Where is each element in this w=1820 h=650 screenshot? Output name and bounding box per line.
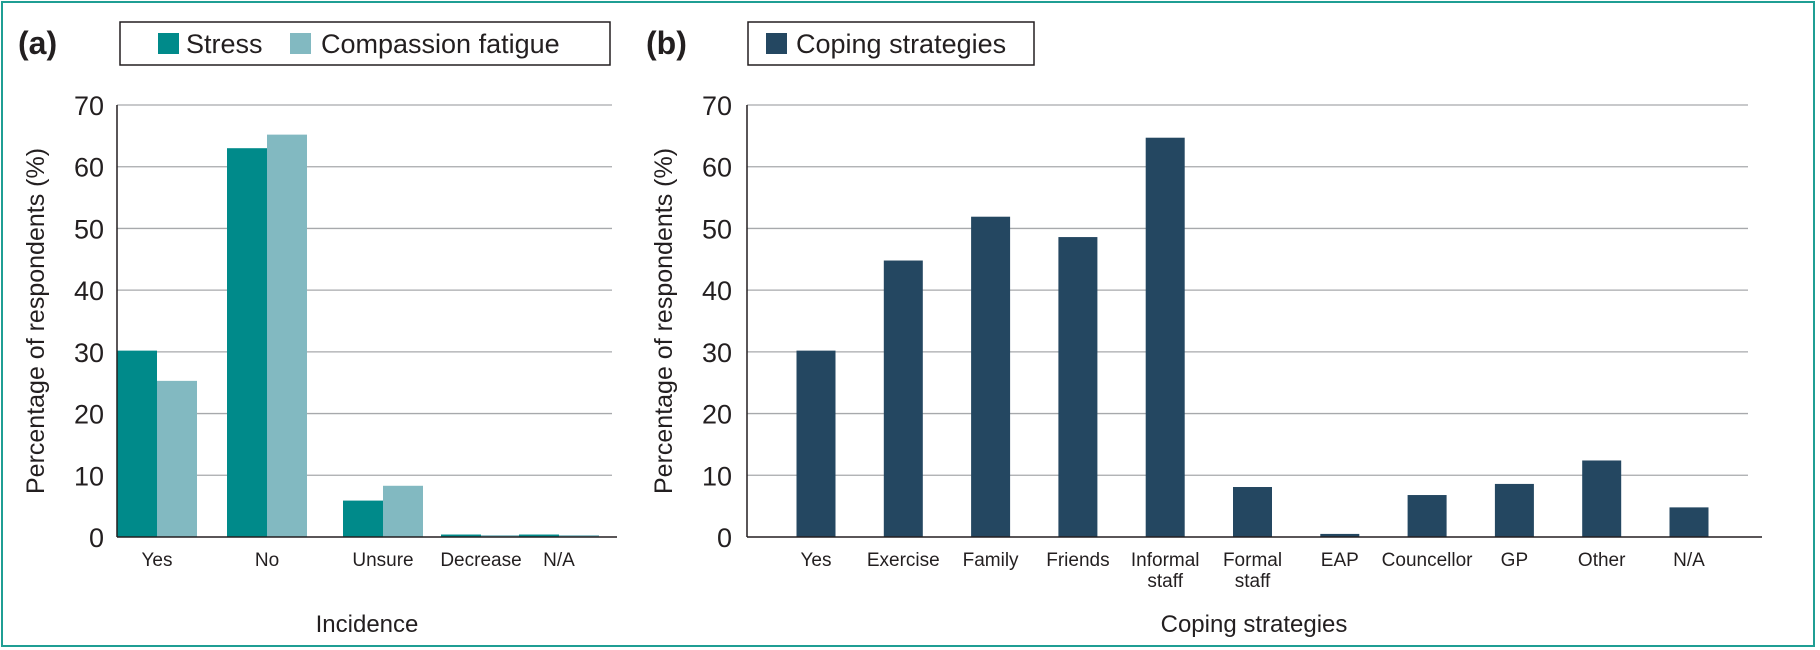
bar-yes [796, 350, 836, 537]
bar-eap [1320, 533, 1360, 537]
legend-label-compassion-fatigue: Compassion fatigue [321, 29, 560, 59]
bar-councellor [1407, 495, 1447, 537]
x-tick-label-b-gp: GP [1501, 550, 1528, 571]
bar-compassion-fatigue-unsure [383, 485, 423, 537]
panel-a-bars [117, 134, 599, 537]
y-tick-label-a-20: 20 [74, 400, 104, 430]
y-tick-label-a-30: 30 [74, 338, 104, 368]
bar-stress-decrease [441, 534, 481, 537]
panel-a-x-axis-label: Incidence [316, 611, 419, 638]
legend-b-box [747, 21, 1035, 66]
panel-b-x-axis-label: Coping strategies [1161, 611, 1348, 638]
bar-compassion-fatigue-no [267, 134, 307, 537]
bar-family [971, 216, 1011, 537]
bar-formal-staff [1233, 487, 1272, 537]
panel-b-category-labels: Yes Exercise Family Friends Informal staff For… [801, 550, 1706, 592]
y-tick-label-a-50: 50 [74, 214, 104, 244]
bar-exercise [883, 260, 923, 537]
x-tick-label-b-other: Other [1578, 550, 1626, 571]
bar-stress-no [227, 148, 267, 537]
y-tick-label-a-60: 60 [74, 153, 104, 183]
x-tick-label-b-friends: Friends [1046, 550, 1109, 571]
y-tick-label-b-60: 60 [702, 153, 732, 183]
panel-b: (b) Coping strategies 0 10 20 30 40 50 60 70 Ye… [646, 21, 1762, 638]
y-tick-label-a-10: 10 [74, 461, 104, 491]
y-tick-label-b-10: 10 [702, 461, 732, 491]
y-tick-label-b-30: 30 [702, 338, 732, 368]
panel-a-y-ticks: 0 10 20 30 40 50 60 70 [74, 91, 104, 553]
bar-compassion-fatigue-yes [157, 380, 197, 537]
bar-friends [1058, 237, 1098, 537]
bar-n-a [1669, 507, 1709, 537]
panel-a-y-axis-label: Percentage of respondents (%) [22, 148, 50, 494]
y-tick-label-a-70: 70 [74, 91, 104, 121]
bar-stress-yes [117, 350, 157, 537]
panel-a: (a) Stress Compassion fatigue 0 10 20 30 40 5… [18, 21, 617, 638]
panel-b-y-axis-label: Percentage of respondents (%) [650, 148, 678, 494]
y-tick-label-b-70: 70 [702, 91, 732, 121]
legend-swatch-compassion-fatigue [290, 33, 311, 54]
y-tick-label-b-20: 20 [702, 400, 732, 430]
panel-a-gridlines [117, 104, 612, 476]
legend-label-coping-strategies: Coping strategies [796, 29, 1006, 59]
x-tick-label-b-exercise: Exercise [867, 550, 940, 571]
x-tick-label-b-family: Family [963, 550, 1019, 571]
x-tick-label-b-formal-staff: Formal staff [1223, 550, 1282, 592]
x-tick-label-a-decrease: Decrease [440, 550, 521, 571]
x-tick-label-a-no: No [255, 550, 279, 571]
legend-a-box [119, 21, 611, 66]
bar-compassion-fatigue-n-a [559, 535, 599, 537]
panel-a-label: (a) [18, 25, 57, 61]
y-tick-label-b-40: 40 [702, 276, 732, 306]
x-tick-label-a-n-a: N/A [543, 550, 575, 571]
y-tick-label-b-0: 0 [717, 523, 732, 553]
legend-swatch-coping-strategies [766, 33, 787, 54]
panel-a-category-labels: Yes No Unsure Decrease N/A [142, 550, 576, 571]
y-tick-label-a-40: 40 [74, 276, 104, 306]
bar-other [1582, 460, 1622, 537]
x-tick-label-b-informal-staff: Informal staff [1131, 550, 1200, 592]
y-tick-label-b-50: 50 [702, 214, 732, 244]
y-tick-label-a-0: 0 [89, 523, 104, 553]
bar-gp [1494, 483, 1534, 537]
bar-informal-staff [1145, 137, 1185, 538]
x-tick-label-b-n-a: N/A [1673, 550, 1705, 571]
x-tick-label-a-yes: Yes [142, 550, 173, 571]
bar-compassion-fatigue-decrease [481, 535, 521, 537]
panel-b-label: (b) [646, 25, 687, 61]
panel-b-y-ticks: 0 10 20 30 40 50 60 70 [702, 91, 732, 553]
x-tick-label-b-yes: Yes [801, 550, 832, 571]
bar-stress-n-a [519, 534, 559, 537]
panel-b-bars [796, 137, 1709, 538]
legend-swatch-stress [158, 33, 179, 54]
x-tick-label-a-unsure: Unsure [352, 550, 413, 571]
legend-label-stress: Stress [186, 29, 263, 59]
x-tick-label-b-eap: EAP [1321, 550, 1359, 571]
bar-stress-unsure [343, 500, 383, 537]
x-tick-label-b-councellor: Councellor [1382, 550, 1473, 571]
